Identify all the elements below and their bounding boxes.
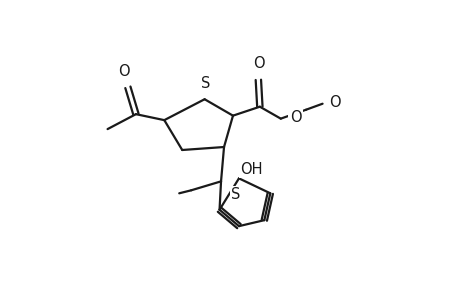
Text: O: O (329, 95, 340, 110)
Text: O: O (289, 110, 301, 125)
Text: OH: OH (240, 162, 263, 177)
Text: O: O (118, 64, 130, 79)
Text: O: O (252, 56, 264, 71)
Text: S: S (201, 76, 210, 91)
Text: S: S (231, 187, 240, 202)
